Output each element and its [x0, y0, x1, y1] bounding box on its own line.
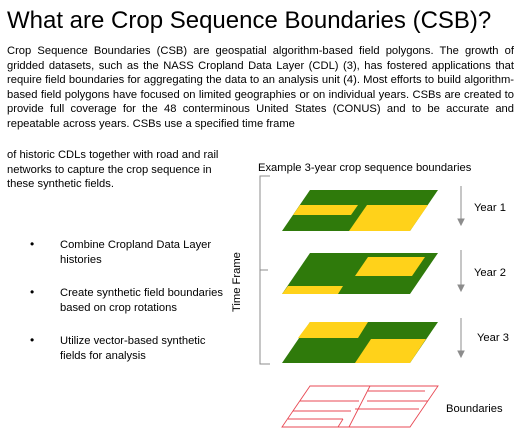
bullet-dot-icon: • — [30, 237, 35, 251]
bullet-item: • Create synthetic field boundaries base… — [30, 285, 230, 315]
bullet-dot-icon: • — [30, 333, 35, 348]
page-title: What are Crop Sequence Boundaries (CSB)? — [7, 7, 492, 34]
arrow-down-icon — [457, 284, 465, 293]
bullet-text: Combine Cropland Data Layer histories — [60, 239, 212, 266]
arrow-down-icon — [457, 218, 465, 227]
bullet-text: Create synthetic field boundaries based … — [60, 287, 223, 314]
intro-paragraph-continued: of historic CDLs together with road and … — [7, 149, 219, 191]
intro-paragraph: Crop Sequence Boundaries (CSB) are geosp… — [7, 45, 514, 130]
bullet-list: • Combine Cropland Data Layer histories … — [30, 237, 230, 383]
year-3-field — [282, 322, 438, 363]
bullet-text: Utilize vector-based synthetic fields fo… — [60, 335, 206, 362]
bullet-dot-icon: • — [30, 285, 35, 300]
year-2-field — [282, 253, 438, 294]
year-1-label: Year 1 — [474, 202, 506, 214]
arrow-down-icon — [457, 350, 465, 359]
boundary-outline — [281, 385, 439, 428]
bullet-item: • Utilize vector-based synthetic fields … — [30, 333, 230, 363]
year-1-field — [282, 190, 438, 231]
boundaries-label: Boundaries — [446, 403, 503, 415]
time-frame-label: Time Frame — [231, 252, 243, 312]
diagram-caption: Example 3-year crop sequence boundaries — [258, 162, 472, 174]
year-2-label: Year 2 — [474, 267, 506, 279]
bullet-item: • Combine Cropland Data Layer histories — [30, 237, 230, 267]
year-3-label: Year 3 — [477, 332, 509, 344]
